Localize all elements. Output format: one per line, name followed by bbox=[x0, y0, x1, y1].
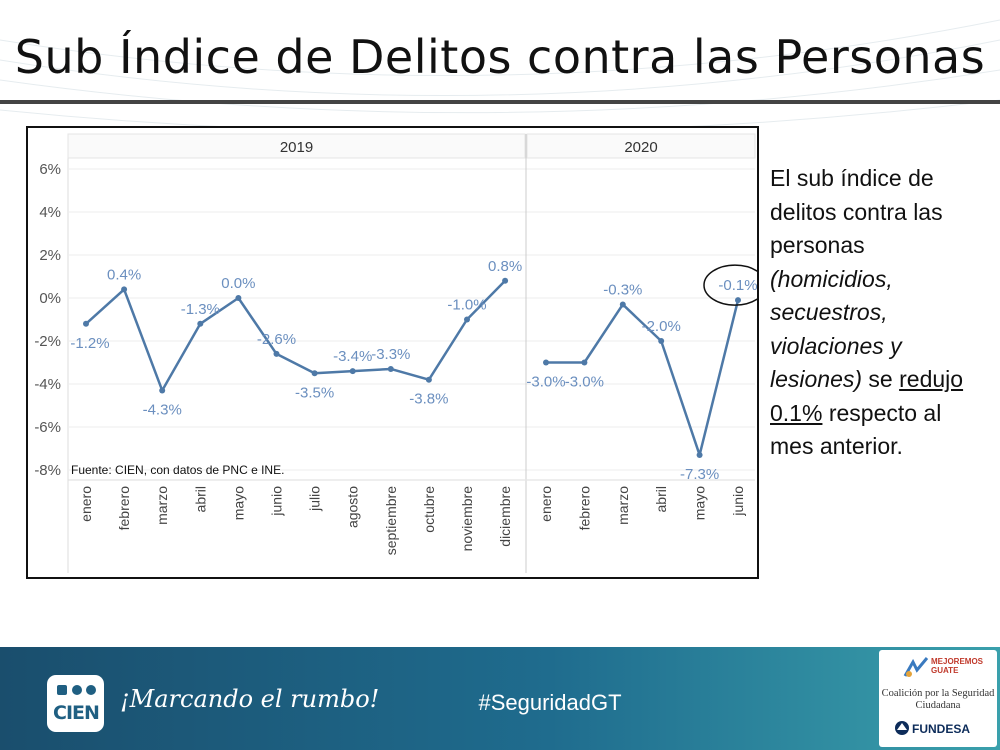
data-point bbox=[658, 338, 665, 344]
data-label: 0.4% bbox=[107, 266, 141, 283]
data-point bbox=[83, 320, 89, 327]
y-tick-label: 6% bbox=[39, 161, 61, 178]
data-label: -3.4% bbox=[333, 348, 372, 365]
data-point bbox=[273, 350, 280, 357]
partner-coalition: Coalición por la Seguridad Ciudadana bbox=[881, 688, 995, 711]
data-point bbox=[235, 295, 242, 301]
data-point bbox=[349, 368, 356, 375]
data-point bbox=[735, 297, 741, 304]
x-tick-label: junio bbox=[730, 486, 746, 517]
footer-bar bbox=[0, 647, 1000, 750]
data-label: -3.0% bbox=[565, 374, 604, 391]
fundesa-icon bbox=[895, 721, 909, 735]
data-label: 0.0% bbox=[221, 275, 255, 292]
x-tick-label: diciembre bbox=[497, 486, 513, 547]
x-tick-label: febrero bbox=[116, 486, 132, 531]
x-tick-label: enero bbox=[538, 486, 554, 522]
series-line bbox=[85, 279, 506, 392]
data-label: -3.8% bbox=[409, 391, 448, 408]
x-tick-label: julio bbox=[307, 486, 323, 512]
x-tick-label: abril bbox=[653, 486, 669, 512]
data-point bbox=[619, 301, 626, 308]
line-chart: 6% 4% 2% 0% -2% -4% -6% -8% 2019 -1.2% enero 0.4% fe… bbox=[34, 133, 757, 573]
data-point bbox=[696, 451, 703, 458]
y-tick-label: 0% bbox=[39, 290, 61, 307]
summary-crime-types: (homicidios, secuestros, violaciones y l… bbox=[770, 265, 902, 393]
data-label: -3.3% bbox=[371, 346, 410, 363]
data-point bbox=[197, 320, 204, 327]
x-tick-label: junio bbox=[269, 486, 285, 517]
summary-part2: se bbox=[862, 366, 900, 392]
summary-part3: respecto al mes anterior. bbox=[770, 399, 942, 460]
x-tick-label: marzo bbox=[615, 486, 631, 525]
y-tick-label: 4% bbox=[39, 204, 61, 221]
series-line bbox=[546, 299, 740, 457]
cien-logo bbox=[47, 675, 104, 732]
source-note: Fuente: CIEN, con datos de PNC e INE. bbox=[71, 463, 284, 477]
data-label: -1.0% bbox=[447, 297, 486, 314]
y-tick-label: 2% bbox=[39, 247, 61, 264]
x-tick-label: septiembre bbox=[383, 486, 399, 555]
y-tick-label: -8% bbox=[34, 462, 61, 479]
data-point bbox=[543, 359, 549, 366]
data-label: -0.3% bbox=[603, 281, 642, 298]
x-tick-label: mayo bbox=[230, 486, 246, 520]
chart-container: 6% 4% 2% 0% -2% -4% -6% -8% 2019 -1.2% enero 0.4% fe… bbox=[26, 126, 759, 579]
footer-hashtag: #SeguridadGT bbox=[478, 690, 622, 715]
x-tick-label: mayo bbox=[692, 486, 708, 520]
summary-highlight: redujo 0.1% bbox=[770, 366, 964, 426]
data-point bbox=[425, 376, 432, 383]
x-tick-label: febrero bbox=[576, 486, 592, 531]
partner-brand: MEJOREMOS GUATE bbox=[931, 657, 984, 675]
partner-fundesa: FUNDESA bbox=[912, 722, 971, 736]
panel-year-label: 2019 bbox=[280, 139, 313, 156]
x-tick-label: agosto bbox=[345, 486, 361, 528]
x-tick-label: abril bbox=[192, 486, 208, 512]
x-tick-label: enero bbox=[78, 486, 94, 522]
summary-text: El sub índice de delitos contra las pers… bbox=[770, 162, 990, 464]
title-divider bbox=[0, 100, 1000, 104]
data-label: -3.0% bbox=[526, 374, 565, 391]
data-point bbox=[502, 277, 509, 284]
data-label: -1.3% bbox=[181, 301, 220, 318]
x-tick-label: noviembre bbox=[459, 486, 475, 552]
panel-year-label: 2020 bbox=[624, 139, 657, 156]
data-label: -2.6% bbox=[257, 331, 296, 348]
y-tick-label: -6% bbox=[34, 419, 61, 436]
cien-logo-text: CIEN bbox=[53, 702, 100, 724]
panel-header bbox=[526, 133, 756, 159]
data-label: -7.3% bbox=[680, 466, 719, 483]
data-label: -4.3% bbox=[143, 401, 182, 418]
data-label: -0.1% bbox=[718, 277, 757, 294]
mejoremos-guate-icon bbox=[903, 657, 929, 677]
data-label: -1.2% bbox=[70, 335, 109, 352]
data-label: -3.5% bbox=[295, 384, 334, 401]
summary-part1: El sub índice de delitos contra las pers… bbox=[770, 165, 943, 258]
data-label: 0.8% bbox=[488, 258, 522, 275]
x-tick-label: marzo bbox=[154, 486, 170, 525]
y-tick-label: -4% bbox=[34, 376, 61, 393]
data-point bbox=[159, 387, 166, 394]
data-point bbox=[121, 286, 128, 293]
data-point bbox=[387, 365, 394, 372]
slide-title: Sub Índice de Delitos contra las Persona… bbox=[14, 30, 986, 84]
x-tick-label: octubre bbox=[421, 486, 437, 533]
cien-logo-mark-icon bbox=[57, 685, 96, 695]
panel-header bbox=[67, 133, 526, 159]
footer-motto: ¡Marcando el rumbo! bbox=[120, 685, 380, 713]
y-tick-label: -2% bbox=[34, 333, 61, 350]
data-point bbox=[311, 370, 318, 377]
data-label: -2.0% bbox=[642, 318, 681, 335]
data-point bbox=[581, 359, 588, 366]
data-point bbox=[464, 316, 470, 323]
highlight-circle bbox=[703, 264, 757, 306]
